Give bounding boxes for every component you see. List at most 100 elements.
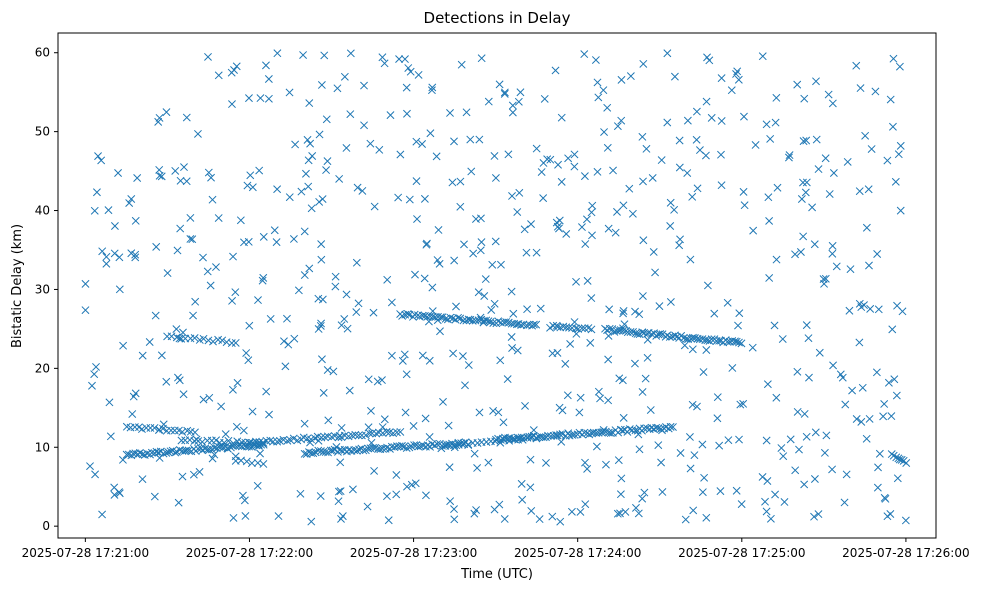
data-point <box>889 54 898 63</box>
data-point <box>207 173 215 182</box>
data-point <box>106 432 115 441</box>
data-point <box>174 498 183 507</box>
data-point <box>461 381 469 390</box>
data-point <box>264 94 273 103</box>
data-point <box>765 274 774 282</box>
data-point <box>666 198 675 207</box>
data-point <box>728 364 737 372</box>
y-tick-label: 0 <box>42 519 50 533</box>
data-point <box>256 449 265 458</box>
data-point <box>890 375 899 384</box>
data-point <box>693 184 702 193</box>
data-point <box>127 195 136 203</box>
data-point <box>526 483 535 492</box>
data-point <box>872 368 881 377</box>
data-point <box>688 400 697 409</box>
data-point <box>663 49 672 58</box>
data-point <box>888 122 897 131</box>
data-point <box>243 181 252 190</box>
track-point <box>397 441 406 450</box>
data-point <box>532 144 541 153</box>
y-tick-label: 30 <box>35 282 50 296</box>
data-point <box>810 512 819 521</box>
data-point <box>300 419 309 428</box>
data-point <box>308 152 317 160</box>
track-point <box>723 337 732 346</box>
track-point <box>638 328 647 337</box>
data-point <box>189 311 198 320</box>
data-point <box>152 242 161 251</box>
track-point <box>698 335 707 344</box>
track-point <box>626 328 635 336</box>
data-point <box>491 174 500 182</box>
track-point <box>436 313 445 322</box>
data-point <box>891 177 900 186</box>
data-point <box>715 441 724 450</box>
data-point <box>335 174 344 183</box>
data-point <box>508 101 517 110</box>
data-point <box>772 255 781 264</box>
data-point <box>138 351 147 360</box>
data-point <box>131 216 140 225</box>
track-point <box>403 310 412 318</box>
track-point <box>184 446 193 455</box>
data-point <box>171 166 180 175</box>
track-point <box>147 448 156 457</box>
track-point <box>735 338 743 347</box>
data-point <box>412 137 421 146</box>
data-point <box>315 130 324 139</box>
data-point <box>420 194 429 203</box>
data-point <box>358 186 367 195</box>
data-point <box>500 89 509 98</box>
data-point <box>91 470 100 479</box>
data-point <box>178 472 187 481</box>
data-point <box>474 288 483 297</box>
data-point <box>800 480 809 489</box>
track-point <box>527 433 536 442</box>
data-point <box>228 296 237 305</box>
data-point <box>526 455 535 464</box>
data-point <box>413 215 421 223</box>
data-point <box>445 463 454 472</box>
data-point <box>670 205 679 214</box>
data-point <box>800 409 809 418</box>
data-point <box>401 408 410 417</box>
data-point <box>733 67 742 76</box>
data-point <box>734 321 742 330</box>
data-point <box>855 338 864 347</box>
data-point <box>791 250 799 259</box>
data-point <box>896 206 905 215</box>
x-axis: 2025-07-28 17:21:00 2025-07-28 17:22:00 20… <box>22 538 970 560</box>
track-point <box>549 321 558 330</box>
data-point <box>593 167 602 176</box>
data-point <box>131 250 140 259</box>
data-point <box>466 135 475 144</box>
data-point <box>424 317 433 326</box>
track-point <box>489 319 498 327</box>
data-point <box>102 252 111 261</box>
data-point <box>840 498 849 507</box>
data-point <box>518 495 527 504</box>
data-point <box>879 412 888 421</box>
data-point <box>527 220 535 229</box>
data-point <box>639 236 648 245</box>
data-point <box>514 97 523 106</box>
data-point <box>635 310 644 319</box>
data-point <box>713 414 722 423</box>
track-point <box>390 443 399 452</box>
data-point <box>812 77 820 86</box>
data-point <box>683 169 692 177</box>
data-point <box>643 353 652 362</box>
track-point <box>130 423 139 432</box>
data-point <box>779 452 788 461</box>
data-point <box>621 507 630 516</box>
data-point <box>724 436 733 445</box>
data-point <box>384 516 393 525</box>
data-point <box>855 187 864 196</box>
data-point <box>592 442 601 451</box>
data-point <box>516 88 525 97</box>
data-point <box>353 183 362 192</box>
data-point <box>594 93 603 102</box>
data-point <box>375 145 384 154</box>
